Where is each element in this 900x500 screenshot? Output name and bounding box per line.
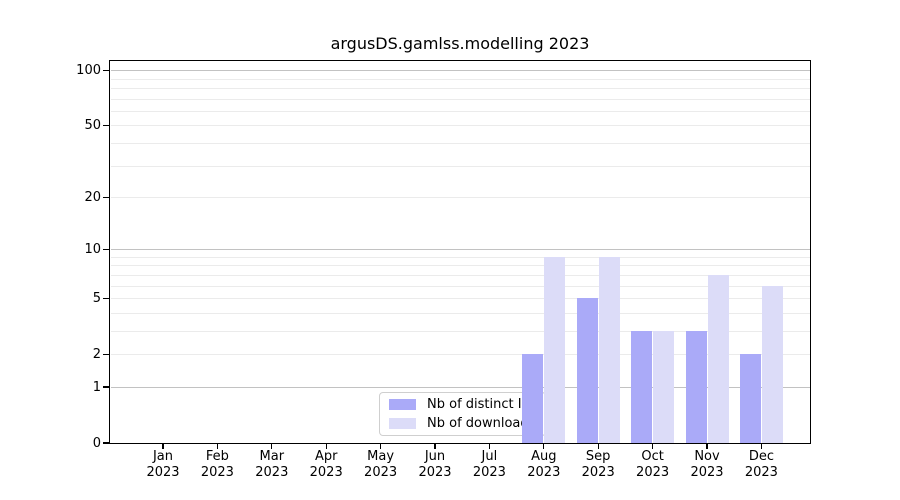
gridline-minor-6 [110,285,811,287]
gridline-minor-3 [110,330,811,332]
bar-distinct_ips-aug [522,354,544,443]
y-tick-label-0: 0 [92,435,101,451]
y-tick-label-5: 5 [92,290,101,306]
x-tick-label-jul: Jul 2023 [472,449,506,480]
chart-title: argusDS.gamlss.modelling 2023 [330,34,590,53]
x-tick-mark-apr [325,443,327,449]
gridline-minor-9 [110,256,811,258]
y-tick-mark-100 [103,70,110,72]
gridline-minor-20 [110,196,811,198]
x-tick-label-may: May 2023 [364,449,398,480]
x-tick-mark-aug [543,443,545,449]
bar-distinct_ips-dec [739,354,761,443]
gridline-major-10 [110,249,811,251]
x-tick-label-nov: Nov 2023 [690,449,724,480]
x-tick-mark-sep [597,443,599,449]
x-tick-label-mar: Mar 2023 [255,449,289,480]
y-tick-mark-1 [103,386,110,388]
legend-label-distinct-ips: Nb of distinct IPs [427,397,536,412]
bar-downloads-dec [761,286,783,443]
legend-swatch-downloads [389,418,416,429]
legend: Nb of distinct IPs Nb of downloads [379,392,546,436]
x-tick-label-dec: Dec 2023 [744,449,778,480]
bar-distinct_ips-sep [576,298,598,443]
y-tick-label-10: 10 [84,242,101,258]
x-tick-label-feb: Feb 2023 [200,449,234,480]
legend-label-downloads: Nb of downloads [427,416,536,431]
y-tick-label-1: 1 [92,379,101,395]
bar-downloads-oct [653,331,675,443]
y-tick-label-100: 100 [76,63,101,79]
x-tick-label-oct: Oct 2023 [636,449,670,480]
x-tick-mark-feb [216,443,218,449]
gridline-minor-2 [110,353,811,355]
gridline-minor-5 [110,297,811,299]
x-tick-label-sep: Sep 2023 [581,449,615,480]
gridline-minor-70 [110,98,811,100]
gridline-minor-40 [110,142,811,144]
x-tick-mark-jun [434,443,436,449]
gridline-minor-80 [110,88,811,90]
x-tick-label-aug: Aug 2023 [527,449,561,480]
x-tick-label-apr: Apr 2023 [309,449,343,480]
gridline-minor-60 [110,110,811,112]
x-tick-mark-jul [488,443,490,449]
y-tick-label-2: 2 [92,346,101,362]
legend-swatch-distinct-ips [389,399,416,410]
gridline-minor-8 [110,265,811,267]
x-tick-mark-jan [162,443,164,449]
y-tick-label-50: 50 [84,118,101,134]
bar-downloads-sep [598,257,620,443]
legend-item-distinct-ips: Nb of distinct IPs [389,397,536,412]
x-tick-mark-may [380,443,382,449]
y-tick-mark-10 [103,248,110,251]
y-tick-mark-0 [103,442,110,444]
y-tick-mark-50 [103,125,110,127]
y-tick-label-20: 20 [84,189,101,205]
gridline-major-100 [110,70,811,72]
gridline-major-1 [110,386,811,388]
gridline-minor-4 [110,312,811,314]
legend-item-downloads: Nb of downloads [389,416,536,431]
bar-distinct_ips-nov [685,331,707,443]
bar-distinct_ips-oct [631,331,653,443]
gridline-minor-50 [110,125,811,127]
y-tick-mark-20 [103,196,110,199]
x-tick-mark-nov [706,443,708,449]
bar-downloads-aug [544,257,566,443]
x-tick-label-jan: Jan 2023 [146,449,180,480]
gridline-minor-7 [110,274,811,276]
x-tick-mark-oct [652,443,654,449]
y-tick-mark-2 [103,353,110,355]
x-tick-label-jun: Jun 2023 [418,449,452,480]
y-tick-mark-5 [103,297,110,300]
gridline-minor-90 [110,78,811,80]
gridline-minor-30 [110,165,811,167]
x-tick-mark-mar [271,443,273,449]
x-tick-mark-dec [760,443,762,449]
bar-downloads-nov [707,275,729,443]
